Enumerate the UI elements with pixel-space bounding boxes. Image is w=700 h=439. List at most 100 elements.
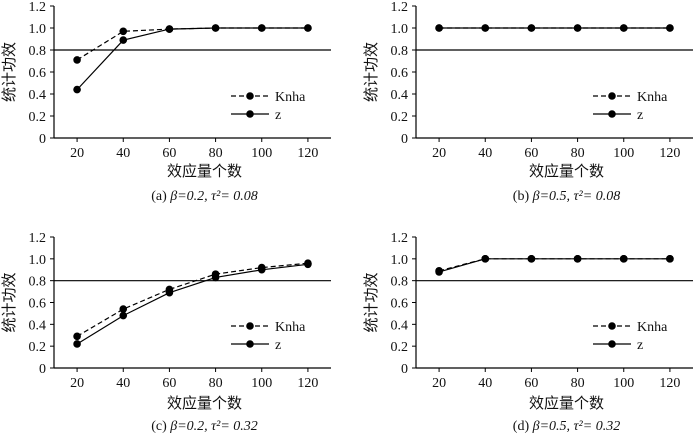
data-point-z [481,24,490,32]
panel-d: 0 0.2 0.4 0.6 0.8 1.0 1.2 20 40 60 80 100 120 效应量个数 统计… [363,231,693,434]
y-tick-label: 0.4 [29,318,47,333]
x-tick-label: 80 [209,376,223,391]
series-line-z [76,27,308,91]
panel-c: 0 0.2 0.4 0.6 0.8 1.0 1.2 20 40 60 80 100 120 效应量个数 统计… [1,231,331,434]
x-tick-label: 60 [162,146,176,161]
data-point-z [304,24,312,32]
data-point-z [211,273,220,282]
data-point-z [165,25,174,33]
y-tick-label: 0.4 [29,88,47,103]
y-tick-label: 0.8 [29,44,47,59]
x-tick-label: 100 [613,376,634,391]
data-point-z [119,311,128,320]
data-point-z [435,24,443,32]
legend-label-knha: Knha [275,90,306,105]
y-tick-label: 0.2 [391,110,409,125]
y-tick-label: 0.6 [391,297,409,312]
y-tick-label: 0.8 [391,275,409,290]
x-tick-label: 20 [70,146,84,161]
x-axis-label: 效应量个数 [167,394,242,412]
x-tick-label: 40 [116,146,130,161]
data-point-z [527,255,536,263]
x-tick-label: 100 [251,146,272,161]
legend-label-knha: Knha [637,320,668,335]
data-point-z [573,24,582,32]
data-point-z [619,255,628,263]
x-tick-label: 60 [524,146,538,161]
data-point-z [165,288,174,297]
series-line-knha [438,258,670,272]
x-axis-label: 效应量个数 [167,162,242,180]
y-tick-label: 1.2 [391,0,409,15]
y-tick-label: 1.2 [29,231,47,246]
series-line-knha [76,27,308,61]
x-tick-label: 20 [432,146,446,161]
x-tick-label: 40 [478,376,492,391]
y-tick-label: 0.8 [391,44,409,59]
legend-label-z: z [275,108,281,123]
x-tick-label: 20 [432,376,446,391]
data-point-knha [119,305,128,313]
data-point-z [119,36,128,44]
x-tick-label: 40 [478,146,492,161]
y-tick-label: 1.2 [391,231,409,246]
panel-caption: (a) β=0.2, τ²= 0.08 [151,189,258,204]
y-axis-label: 统计功效 [1,42,18,102]
legend-marker-z [246,110,254,118]
legend-marker-knha [608,92,616,100]
data-point-z [73,85,81,94]
y-tick-label: 0.6 [29,66,47,81]
series-line-z [76,263,308,345]
x-axis-label: 效应量个数 [529,162,604,180]
y-tick-label: 0 [401,132,408,147]
legend-marker-z [608,340,616,348]
data-point-z [257,24,266,32]
y-axis-label: 统计功效 [363,272,380,332]
y-tick-label: 0.4 [391,318,409,333]
data-point-z [211,24,220,32]
x-tick-label: 80 [209,146,223,161]
panel-caption: (b) β=0.5, τ²= 0.08 [513,189,620,204]
y-axis-label: 统计功效 [1,272,18,332]
x-tick-label: 120 [659,146,680,161]
y-tick-label: 0.4 [391,88,409,103]
y-tick-label: 0.2 [29,110,47,125]
legend-marker-z [246,340,254,348]
legend-label-knha: Knha [637,90,668,105]
y-tick-label: 0.2 [391,340,409,355]
y-tick-label: 0.2 [29,340,47,355]
x-axis-label: 效应量个数 [529,394,604,412]
data-point-z [73,340,81,348]
legend-marker-knha [608,322,616,330]
data-point-z [257,265,266,274]
legend-marker-knha [246,92,254,100]
x-tick-label: 120 [297,376,318,391]
y-tick-label: 1.0 [29,22,47,37]
y-tick-label: 1.2 [29,0,47,15]
data-point-z [619,24,628,32]
data-point-z [527,24,536,32]
panel-caption: (d) β=0.5, τ²= 0.32 [513,419,620,434]
legend-marker-z [608,110,616,118]
series-line-knha [76,262,308,337]
panel-b: 0 0.2 0.4 0.6 0.8 1.0 1.2 20 40 60 80 100 120 效应量个数 统计… [363,0,693,204]
data-point-z [481,255,490,263]
y-axis-label: 统计功效 [363,42,380,102]
y-tick-label: 0 [39,362,46,377]
data-point-knha [119,27,128,36]
y-tick-label: 1.0 [391,22,409,37]
y-tick-label: 1.0 [29,253,47,268]
x-tick-label: 100 [251,376,272,391]
x-tick-label: 80 [571,376,585,391]
data-point-knha [73,332,81,341]
x-tick-label: 20 [70,376,84,391]
panel-a: 0 0.2 0.4 0.6 0.8 1.0 1.2 20 40 60 80 100 120 效应量个数 统计… [1,0,331,204]
legend-label-z: z [275,338,281,353]
x-tick-label: 60 [524,376,538,391]
y-tick-label: 0.6 [29,297,47,312]
legend-label-z: z [637,108,643,123]
legend-label-knha: Knha [275,320,306,335]
y-tick-label: 1.0 [391,253,409,268]
legend-marker-knha [246,322,254,330]
